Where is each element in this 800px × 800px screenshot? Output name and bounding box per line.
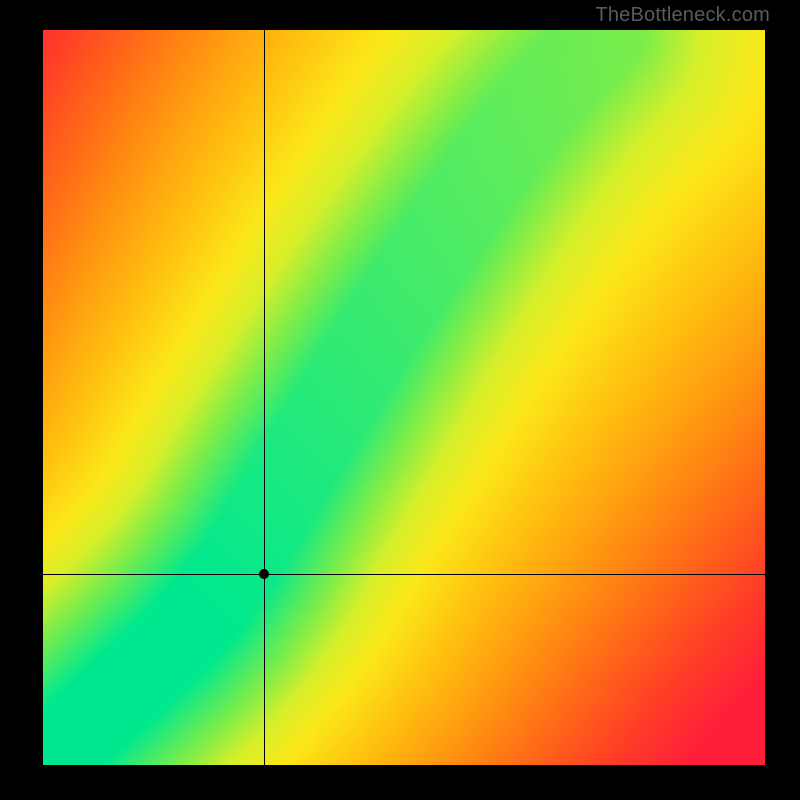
- watermark-text: TheBottleneck.com: [595, 4, 770, 27]
- heatmap-canvas: [43, 30, 765, 765]
- bottleneck-heatmap: [43, 30, 765, 765]
- crosshair-horizontal-line: [43, 574, 765, 575]
- crosshair-vertical-line: [264, 30, 265, 765]
- crosshair-marker: [259, 569, 269, 579]
